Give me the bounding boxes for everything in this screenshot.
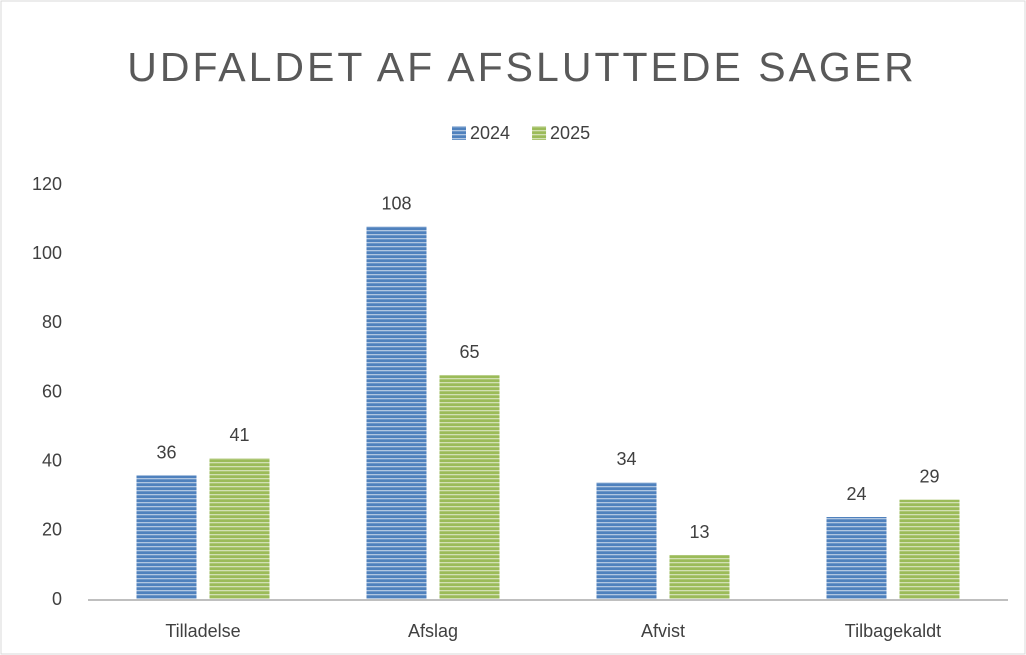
data-label: 13 (689, 522, 709, 542)
data-label: 34 (616, 449, 636, 469)
legend-swatch (452, 126, 466, 140)
y-tick-label: 0 (52, 589, 62, 609)
data-label: 108 (381, 193, 411, 213)
legend-label: 2025 (550, 123, 590, 143)
bar (596, 482, 657, 600)
legend-swatch (532, 126, 547, 140)
bar (669, 555, 730, 600)
data-label: 41 (229, 425, 249, 445)
bar (366, 226, 427, 600)
data-label: 29 (919, 466, 939, 486)
y-tick-label: 20 (42, 520, 62, 540)
bar (826, 517, 887, 600)
data-label: 65 (459, 342, 479, 362)
x-tick-label: Afslag (408, 621, 458, 641)
y-tick-label: 80 (42, 312, 62, 332)
x-tick-label: Afvist (641, 621, 685, 641)
x-tick-label: Tilbagekaldt (845, 621, 941, 641)
data-label: 24 (846, 484, 866, 504)
bar (209, 458, 270, 600)
x-tick-label: Tilladelse (165, 621, 240, 641)
legend-label: 2024 (470, 123, 510, 143)
y-tick-label: 60 (42, 381, 62, 401)
bar (136, 475, 197, 600)
bar (899, 499, 960, 600)
y-tick-label: 100 (32, 243, 62, 263)
y-tick-label: 40 (42, 450, 62, 470)
data-label: 36 (156, 442, 176, 462)
bar (439, 375, 500, 600)
y-tick-label: 120 (32, 174, 62, 194)
chart-title: UDFALDET AF AFSLUTTEDE SAGER (127, 44, 917, 90)
